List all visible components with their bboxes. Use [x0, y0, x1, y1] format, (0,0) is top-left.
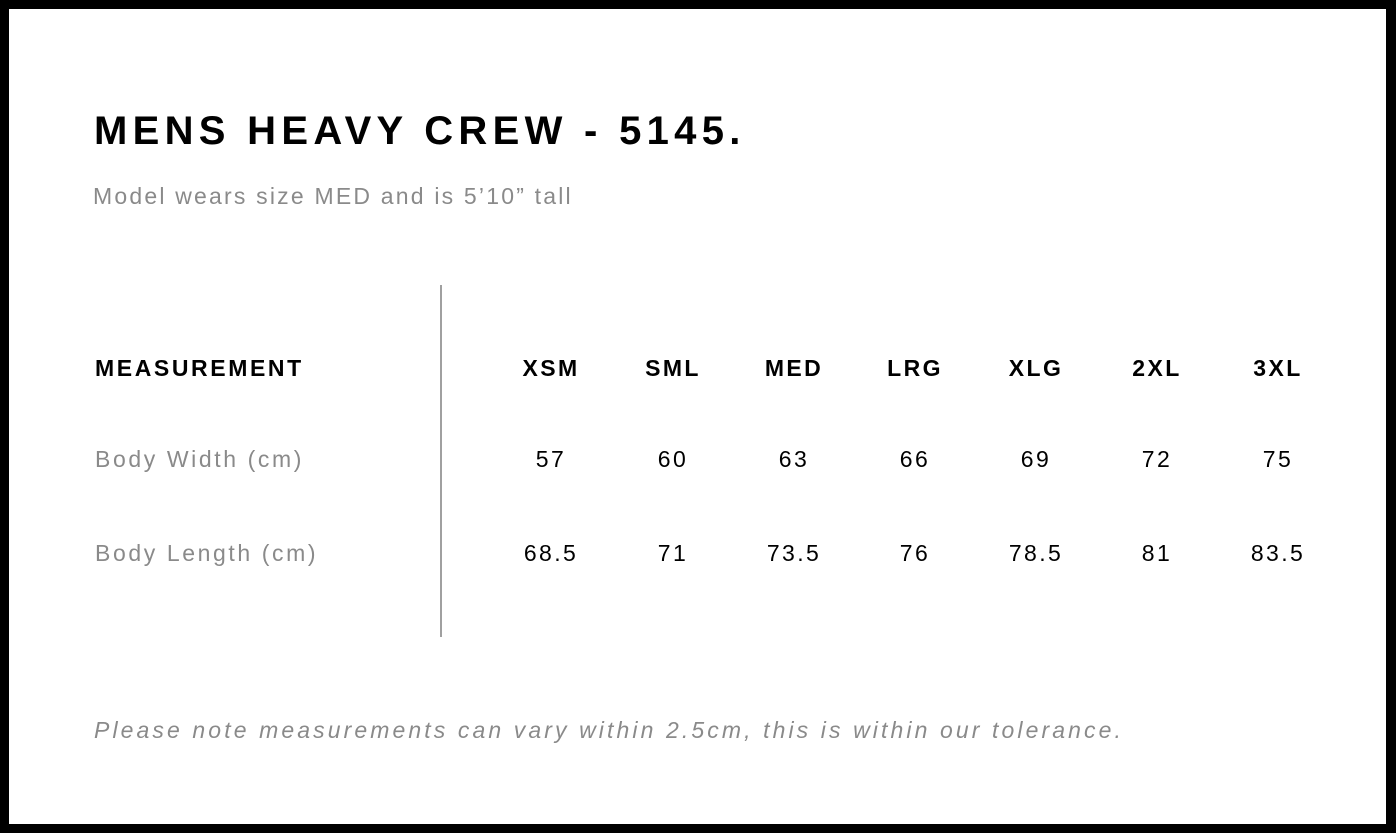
size-header-sml: SML [645, 355, 701, 381]
table-cell: 73.5 [766, 540, 822, 566]
table-cell: 75 [1262, 446, 1294, 472]
size-header-xsm: XSM [522, 355, 580, 381]
size-header-2xl: 2XL [1132, 355, 1182, 381]
table-cell: 78.5 [1008, 540, 1064, 566]
row-label-body-length: Body Length (cm) [95, 540, 319, 566]
table-cell: 60 [657, 446, 689, 472]
row-label-body-width: Body Width (cm) [95, 446, 304, 472]
table-cell: 69 [1020, 446, 1052, 472]
table-cell: 57 [535, 446, 567, 472]
table-cell: 76 [899, 540, 931, 566]
table-cell: 72 [1141, 446, 1173, 472]
header-measurement: MEASUREMENT [95, 355, 304, 381]
table-cell: 63 [778, 446, 810, 472]
table-cell: 81 [1141, 540, 1173, 566]
footnote: Please note measurements can vary within… [94, 717, 1125, 743]
table-cell: 66 [899, 446, 931, 472]
size-chart-card: MENS HEAVY CREW - 5145. Model wears size… [9, 9, 1386, 824]
table-cell: 83.5 [1250, 540, 1306, 566]
subtitle: Model wears size MED and is 5’10” tall [93, 183, 573, 209]
page-title: MENS HEAVY CREW - 5145. [94, 109, 746, 153]
column-divider [440, 285, 442, 637]
table-cell: 68.5 [523, 540, 579, 566]
size-header-med: MED [764, 355, 824, 381]
size-header-lrg: LRG [887, 355, 943, 381]
table-cell: 71 [657, 540, 689, 566]
size-header-xlg: XLG [1008, 355, 1064, 381]
size-header-3xl: 3XL [1253, 355, 1303, 381]
